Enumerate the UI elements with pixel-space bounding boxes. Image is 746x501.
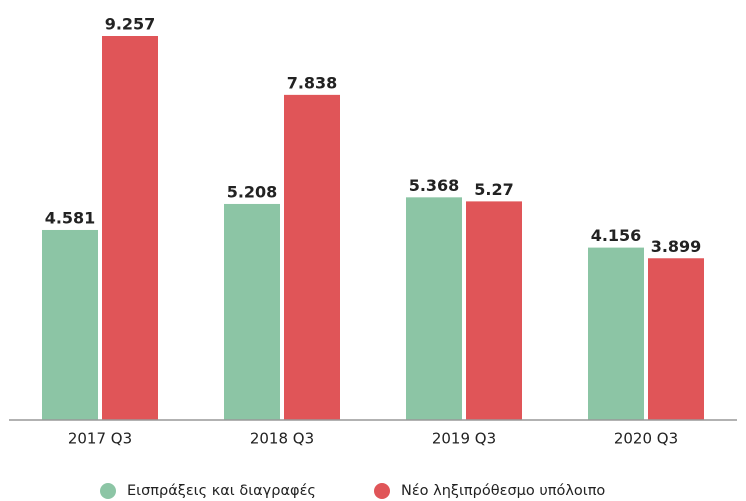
x-tick-label: 2020 Q3 xyxy=(614,430,678,448)
value-label: 5.27 xyxy=(474,180,513,199)
bar xyxy=(42,229,98,420)
legend-label: Εισπράξεις και διαγραφές xyxy=(127,483,316,499)
value-label: 5.368 xyxy=(409,176,460,195)
bar xyxy=(102,36,158,420)
value-label: 3.899 xyxy=(651,237,702,256)
value-label: 4.581 xyxy=(45,208,96,227)
x-tick-label: 2017 Q3 xyxy=(68,430,132,448)
x-tick-label: 2019 Q3 xyxy=(432,430,496,448)
bar xyxy=(284,94,340,420)
bar xyxy=(224,203,280,420)
bar xyxy=(466,201,522,420)
value-label: 7.838 xyxy=(287,73,338,92)
bar xyxy=(406,197,462,420)
legend-label: Νέο ληξιπρόθεσμο υπόλοιπο xyxy=(401,483,605,499)
bar xyxy=(648,258,704,420)
bar xyxy=(588,247,644,420)
value-label: 5.208 xyxy=(227,182,278,201)
legend-marker xyxy=(100,483,116,499)
legend-marker xyxy=(374,483,390,499)
value-label: 9.257 xyxy=(105,15,156,34)
value-label: 4.156 xyxy=(591,226,642,245)
x-tick-label: 2018 Q3 xyxy=(250,430,314,448)
